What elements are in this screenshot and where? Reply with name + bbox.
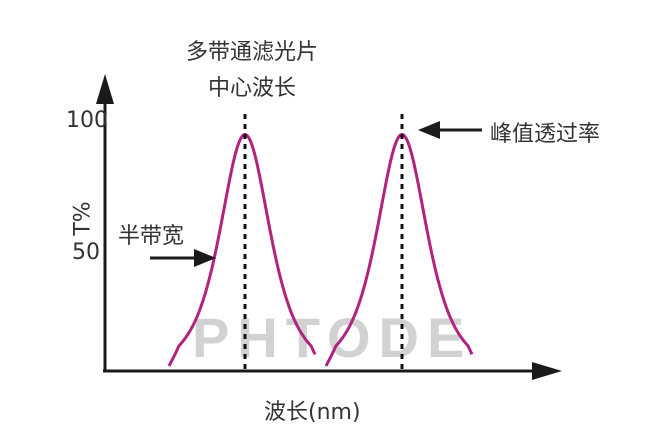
y-tick-50: 50 xyxy=(72,240,100,265)
x-axis-arrow xyxy=(532,362,562,380)
x-axis-label: 波长(nm) xyxy=(264,400,361,425)
center-wavelength-label-line2: 中心波长 xyxy=(208,76,297,101)
peak-transmittance-label: 峰值透过率 xyxy=(490,122,601,147)
y-tick-100: 100 xyxy=(66,108,108,133)
half-bandwidth-label: 半带宽 xyxy=(118,224,185,249)
half-bandwidth-arrow-head xyxy=(194,249,216,267)
transmission-peak-2 xyxy=(324,132,474,367)
y-axis-label: T% xyxy=(70,201,96,236)
y-axis-arrow xyxy=(96,74,114,104)
transmission-peak-1 xyxy=(167,132,317,367)
watermark: PHTODE xyxy=(192,306,472,369)
center-wavelength-label-line1: 多带通滤光片 xyxy=(186,40,319,65)
peak-transmittance-arrow-head xyxy=(418,121,440,139)
